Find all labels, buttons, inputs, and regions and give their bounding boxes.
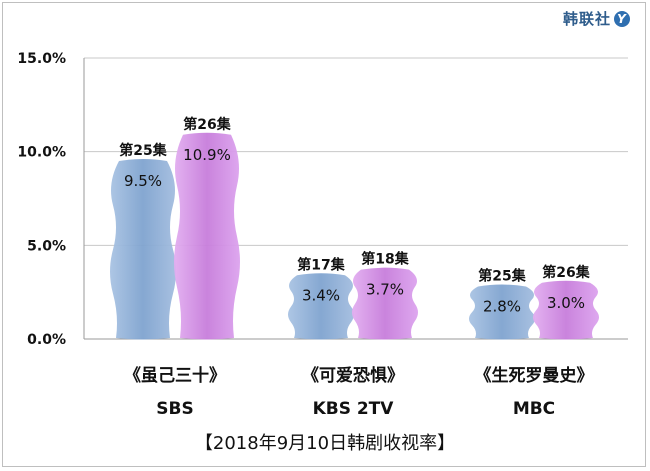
- category-label-network: MBC: [513, 399, 555, 419]
- bar: [352, 267, 418, 340]
- bar: [533, 280, 599, 340]
- category-label-network: SBS: [156, 399, 193, 419]
- bar: [469, 284, 535, 340]
- episode-label: 第25集: [119, 142, 167, 159]
- brand-mark-icon: Y: [614, 10, 630, 27]
- y-tick-label: 0.0%: [27, 332, 66, 348]
- chart-frame: [2, 2, 646, 467]
- y-tick-label: 10.0%: [17, 145, 66, 161]
- brand-logo: 韩联社 Y: [563, 8, 630, 29]
- bar: [174, 132, 240, 340]
- episode-label: 第26集: [183, 116, 231, 133]
- data-label: 10.9%: [183, 146, 231, 164]
- y-tick-label: 15.0%: [17, 51, 66, 67]
- data-label: 2.8%: [483, 298, 521, 316]
- brand-name: 韩联社: [562, 10, 611, 28]
- category-label-show: 《可爱恐惧》: [302, 365, 404, 386]
- category-label-network: KBS 2TV: [313, 399, 395, 419]
- episode-label: 第26集: [542, 264, 590, 281]
- y-tick-label: 5.0%: [27, 238, 66, 254]
- episode-label: 第25集: [478, 268, 526, 285]
- episode-label: 第18集: [361, 251, 409, 268]
- data-label: 3.0%: [547, 294, 585, 312]
- chart-caption: 【2018年9月10日韩剧收视率】: [194, 433, 456, 454]
- data-label: 9.5%: [124, 172, 162, 190]
- category-label-show: 《虽己三十》: [124, 365, 226, 386]
- data-label: 3.7%: [366, 281, 404, 299]
- bar: [288, 273, 354, 340]
- bar: [110, 159, 176, 340]
- episode-label: 第17集: [297, 256, 345, 273]
- category-label-show: 《生死罗曼史》: [475, 365, 594, 386]
- data-label: 3.4%: [302, 286, 340, 304]
